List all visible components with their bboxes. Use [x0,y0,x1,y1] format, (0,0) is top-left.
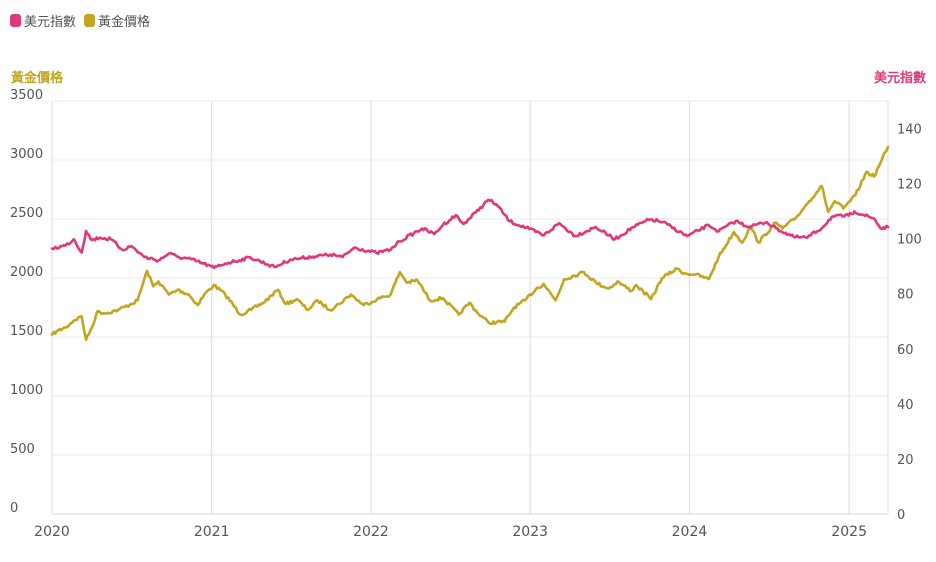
x-tick-label: 2021 [194,524,230,540]
y-left-tick-label: 3000 [10,147,43,162]
legend-swatch [10,14,21,27]
x-tick-label: 2025 [831,524,867,540]
legend-label: 美元指數 [24,15,77,30]
left-axis-title: 黃金價格 [10,70,64,86]
y-left-tick-label: 2000 [10,265,43,280]
y-left-tick-label: 0 [10,501,18,516]
grid [51,100,888,514]
right-axis-title: 美元指數 [874,70,926,86]
y-left-tick-label: 500 [10,442,35,457]
dollar-index-line [50,198,890,270]
y-right-tick-label: 120 [897,178,922,193]
x-tick-label: 2024 [672,524,708,540]
y-right-tick-label: 140 [897,123,922,138]
y-right-tick-label: 60 [897,343,914,358]
y-right-tick-label: 20 [897,453,914,468]
x-tick-label: 2020 [34,524,70,540]
y-left-tick-label: 1000 [10,383,43,398]
y-right-tick-label: 0 [897,508,905,523]
legend-item[interactable]: 美元指數 [10,11,76,30]
legend-label: 黃金價格 [98,15,151,30]
y-left-tick-label: 1500 [10,324,43,339]
x-tick-label: 2022 [353,524,389,540]
series-lines [50,145,890,342]
legend-swatch [84,14,96,27]
y-right-tick-label: 40 [897,398,914,413]
y-right-tick-label: 80 [897,288,914,303]
axes: 0 500 1000 1500 2000 2500 3000 3500 0 20 40 60 80 100… [10,88,922,540]
legend: 美元指數 黃金價格 [10,11,150,30]
gold-price-line [50,145,890,342]
legend-item[interactable]: 黃金價格 [84,11,150,30]
y-left-tick-label: 3500 [10,88,43,103]
x-tick-label: 2023 [512,524,548,540]
y-left-tick-label: 2500 [10,206,43,221]
y-right-tick-label: 100 [897,233,922,248]
